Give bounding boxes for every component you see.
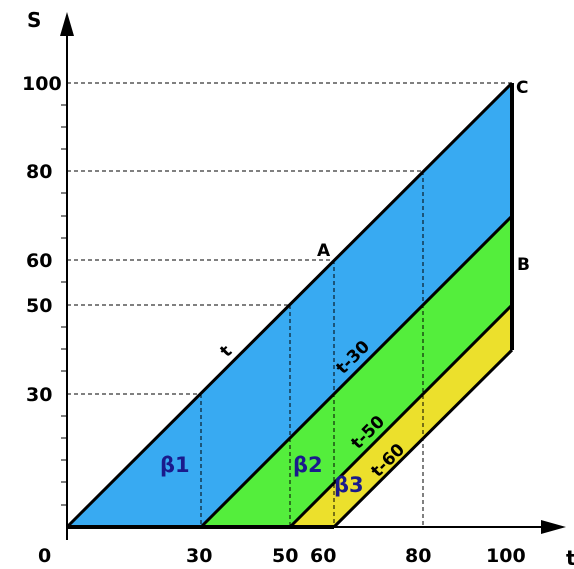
region-beta1-label: β1 (160, 453, 190, 477)
y-axis-arrow-icon (60, 12, 74, 36)
x-axis-arrow-icon (541, 520, 566, 534)
x-tick-label: 100 (486, 545, 526, 567)
y-tick-label: 30 (26, 384, 52, 406)
y-tick-label: 60 (26, 250, 52, 272)
x-axis-label: t (566, 546, 574, 569)
y-axis-label: S (27, 8, 41, 32)
region-beta3-label: β3 (334, 473, 364, 497)
origin-label: 0 (38, 545, 51, 567)
line-t-minus-30 (199, 214, 514, 529)
x-tick-label: 60 (310, 545, 336, 567)
point-c-label: C (516, 78, 528, 98)
x-tick-label: 80 (405, 545, 431, 567)
x-tick-label: 50 (272, 545, 298, 567)
region-beta2-label: β2 (293, 453, 323, 477)
line-t-label: t (216, 342, 236, 362)
guide-lines (67, 82, 512, 527)
y-tick-label: 80 (26, 161, 52, 183)
line-t-minus-60 (332, 348, 514, 529)
line-t (65, 81, 514, 529)
point-a-label: A (317, 241, 331, 261)
line-t-minus-50 (288, 303, 514, 529)
y-tick-label: 50 (26, 295, 52, 317)
point-b-label: B (517, 255, 530, 275)
y-tick-label: 100 (22, 73, 62, 95)
x-tick-label: 30 (186, 545, 212, 567)
